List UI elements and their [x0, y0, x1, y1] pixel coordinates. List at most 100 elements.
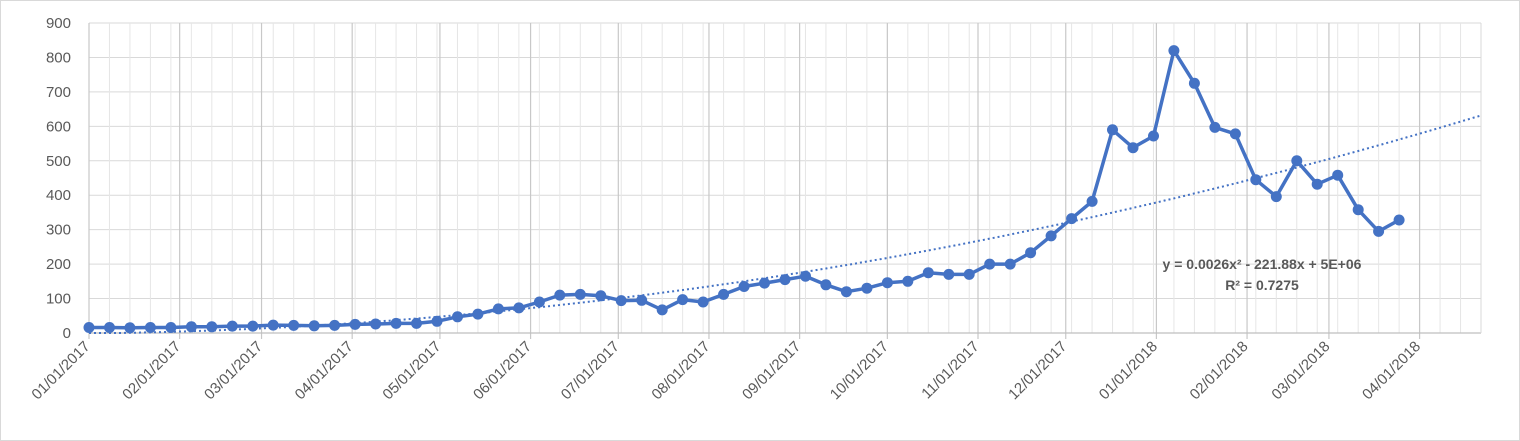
y-tick-label: 100: [46, 291, 71, 308]
x-tick-label: 11/01/2017: [918, 338, 982, 402]
data-point: [1025, 247, 1037, 259]
data-point: [800, 270, 811, 282]
data-point: [1045, 230, 1057, 242]
x-tick-label: 02/01/2017: [119, 338, 184, 403]
data-point: [697, 296, 709, 308]
x-tick-label: 02/01/2018: [1187, 338, 1252, 403]
data-point: [124, 322, 136, 334]
data-point: [267, 319, 279, 331]
data-point: [1127, 142, 1139, 154]
x-tick-label: 03/01/2017: [201, 338, 266, 403]
data-point: [247, 320, 259, 332]
data-point: [104, 322, 115, 333]
data-point: [1229, 128, 1241, 140]
y-tick-label: 700: [46, 84, 71, 101]
data-point: [492, 303, 504, 315]
data-point: [185, 321, 197, 333]
y-tick-label: 0: [63, 325, 71, 342]
x-tick-label: 10/01/2017: [827, 338, 892, 403]
data-point: [738, 281, 750, 292]
data-point: [1086, 195, 1098, 207]
data-point: [902, 275, 914, 287]
y-tick-label: 400: [46, 187, 71, 204]
data-point: [206, 321, 218, 333]
data-point: [574, 288, 586, 300]
data-point: [288, 319, 300, 331]
data-point: [1250, 174, 1262, 186]
data-point: [1332, 169, 1344, 181]
data-point: [1004, 258, 1016, 270]
data-point: [533, 296, 545, 308]
data-point: [922, 267, 934, 279]
data-point: [1393, 214, 1405, 226]
y-tick-label: 600: [46, 118, 71, 135]
trendline-equation: y = 0.0026x² - 221.88x + 5E+06: [1163, 256, 1362, 272]
data-point: [820, 279, 832, 291]
y-tick-label: 900: [46, 15, 71, 32]
y-tick-label: 800: [46, 49, 71, 66]
x-tick-label: 01/01/2018: [1096, 338, 1161, 403]
y-tick-label: 500: [46, 153, 71, 170]
data-point: [1373, 225, 1385, 237]
data-point: [513, 302, 525, 314]
data-point: [615, 295, 627, 307]
data-point: [759, 277, 770, 289]
data-point: [370, 318, 382, 330]
series-group: [83, 45, 1405, 334]
x-tick-label: 09/01/2017: [739, 338, 804, 403]
data-point: [718, 288, 730, 300]
data-point: [656, 304, 668, 316]
x-tick-label: 01/01/2017: [28, 338, 93, 403]
data-point: [83, 322, 95, 333]
data-point: [329, 319, 341, 331]
x-tick-label: 08/01/2017: [648, 338, 713, 403]
data-point: [1168, 45, 1180, 57]
data-point: [1209, 121, 1221, 133]
data-point: [431, 315, 443, 327]
data-point: [411, 317, 422, 329]
data-point: [1352, 204, 1364, 216]
data-point: [861, 282, 873, 294]
data-point: [779, 274, 791, 286]
data-point: [963, 268, 975, 280]
x-axis-tick-labels: 01/01/2017 02/01/2017 03/01/2017 04/01/2017…: [28, 338, 1424, 403]
trendline-equation-group: y = 0.0026x² - 221.88x + 5E+06 R² = 0.72…: [1163, 256, 1362, 293]
data-point: [452, 311, 463, 323]
data-point: [1107, 124, 1118, 136]
x-tick-label: 05/01/2017: [379, 338, 444, 403]
data-point: [1270, 191, 1282, 203]
data-point: [1148, 130, 1159, 142]
data-point: [984, 258, 996, 270]
data-point: [1066, 213, 1078, 225]
x-tick-label: 06/01/2017: [470, 338, 535, 403]
data-point: [308, 320, 320, 332]
data-point: [943, 268, 955, 280]
data-point: [1188, 77, 1200, 89]
data-point: [390, 317, 402, 329]
data-point: [881, 277, 893, 289]
data-point: [165, 322, 177, 333]
y-tick-label: 200: [46, 256, 71, 273]
data-point: [595, 290, 607, 302]
y-tick-label: 300: [46, 222, 71, 239]
data-point: [636, 294, 648, 306]
x-tick-label: 03/01/2018: [1268, 338, 1333, 403]
axes: [89, 23, 1482, 334]
x-tick-label: 07/01/2017: [558, 338, 623, 403]
data-point: [144, 322, 156, 333]
data-point: [472, 308, 484, 320]
data-point: [1311, 178, 1323, 190]
trendline-r-squared: R² = 0.7275: [1225, 277, 1299, 293]
data-point: [226, 320, 238, 332]
data-point: [677, 294, 689, 306]
x-tick-label: 12/01/2017: [1005, 338, 1070, 403]
x-tick-label: 04/01/2017: [292, 338, 357, 403]
data-point: [1291, 155, 1303, 167]
vertical-gridlines: [88, 23, 1482, 339]
x-tick-label: 04/01/2018: [1359, 338, 1424, 403]
data-point: [840, 286, 852, 298]
y-axis-tick-labels: 0 100 200 300 400 500 600 700 800 900: [46, 15, 71, 342]
data-point: [349, 318, 361, 330]
data-point: [554, 289, 566, 301]
